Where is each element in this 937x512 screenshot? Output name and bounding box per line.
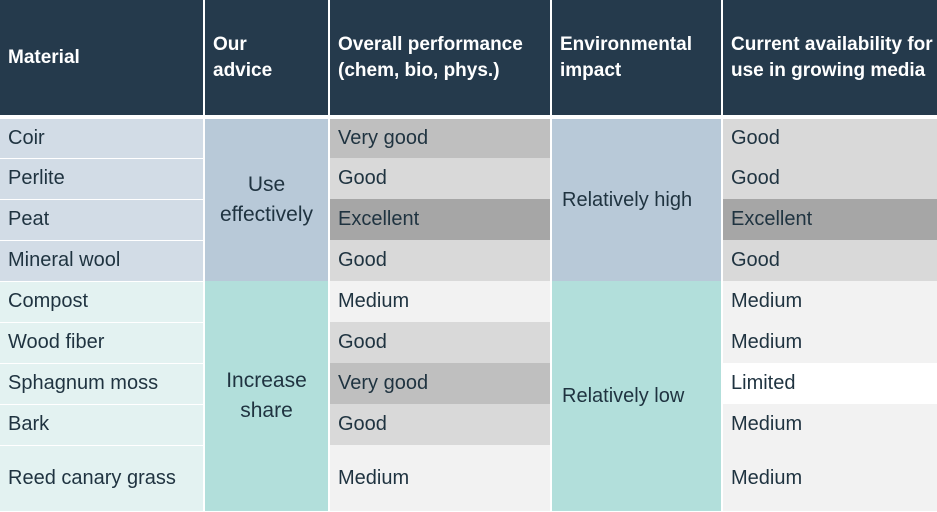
table-row: Wood fiber Good Medium [0, 322, 937, 364]
availability-cell: Medium [722, 322, 937, 363]
header-advice: Our advice [204, 0, 330, 119]
header-impact: Environmental impact [551, 0, 723, 119]
material-cell: Sphagnum moss [0, 363, 205, 405]
material-cell: Peat [0, 199, 205, 241]
material-cell: Reed canary grass [0, 445, 205, 512]
performance-cell: Good [329, 240, 552, 281]
table-row: Bark Good Medium [0, 404, 937, 446]
availability-cell: Good [722, 117, 937, 158]
performance-cell: Excellent [329, 199, 552, 240]
availability-cell: Medium [722, 445, 937, 511]
impact-cell: Relatively high [551, 117, 723, 281]
availability-cell: Good [722, 158, 937, 199]
performance-cell: Good [329, 322, 552, 363]
advice-cell: Increase share [204, 281, 330, 511]
table-row: Reed canary grass Medium Medium [0, 445, 937, 512]
availability-cell: Excellent [722, 199, 937, 240]
header-availability: Current availability for use in growing … [722, 0, 937, 119]
table-row: Peat Excellent Excellent [0, 199, 937, 241]
performance-cell: Good [329, 404, 552, 445]
performance-cell: Medium [329, 445, 552, 511]
material-cell: Perlite [0, 158, 205, 200]
material-cell: Compost [0, 281, 205, 323]
material-cell: Mineral wool [0, 240, 205, 282]
availability-cell: Limited [722, 363, 937, 404]
header-row: Material Our advice Overall performance … [0, 0, 937, 119]
header-performance: Overall performance (chem, bio, phys.) [329, 0, 552, 119]
availability-cell: Medium [722, 281, 937, 322]
table-row: Perlite Good Good [0, 158, 937, 200]
advice-cell: Use effectively [204, 117, 330, 281]
material-cell: Bark [0, 404, 205, 446]
material-cell: Coir [0, 117, 205, 159]
material-cell: Wood fiber [0, 322, 205, 364]
table-row: Compost Increase share Medium Relatively… [0, 281, 937, 511]
table-row: Coir Use effectively Very good Relativel… [0, 117, 937, 281]
table-row: Mineral wool Good Good [0, 240, 937, 282]
performance-cell: Good [329, 158, 552, 199]
table-row: Sphagnum moss Very good Limited [0, 363, 937, 405]
performance-cell: Very good [329, 363, 552, 404]
impact-cell: Relatively low [551, 281, 723, 511]
header-material: Material [0, 0, 205, 119]
availability-cell: Good [722, 240, 937, 281]
performance-cell: Very good [329, 117, 552, 158]
availability-cell: Medium [722, 404, 937, 445]
performance-cell: Medium [329, 281, 552, 322]
